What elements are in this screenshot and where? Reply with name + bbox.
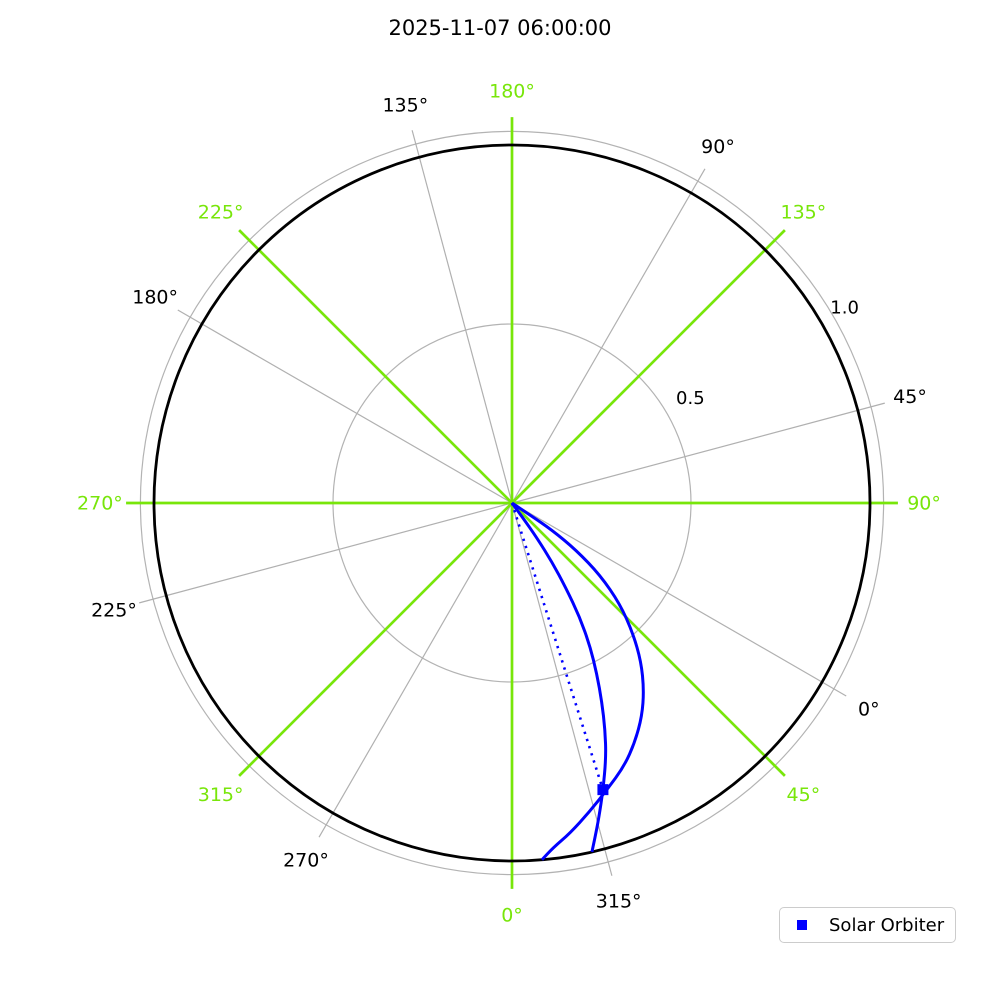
carrington-longitude-label: 270° — [283, 850, 329, 872]
earth-longitude-label: 0° — [501, 905, 523, 927]
carrington-longitude-spoke — [139, 502, 513, 604]
legend-square-marker-icon — [797, 920, 807, 930]
carrington-longitude-label: 225° — [91, 599, 137, 621]
carrington-longitude-spoke — [511, 502, 847, 697]
earth-longitude-label: 180° — [489, 81, 535, 103]
plot-title: 2025-11-07 06:00:00 — [388, 16, 612, 40]
earth-longitude-spoke — [511, 502, 786, 777]
carrington-longitude-spoke — [177, 309, 513, 504]
orbit-circle-1au — [152, 143, 872, 863]
earth-longitude-label: 315° — [198, 784, 244, 806]
earth-longitude-label: 270° — [77, 493, 123, 515]
earth-longitude-label: 45° — [787, 784, 821, 806]
r-tick-label: 1.0 — [830, 297, 859, 318]
carrington-longitude-spoke — [511, 168, 706, 504]
parker-spiral-curve — [511, 501, 645, 861]
carrington-longitude-label: 315° — [596, 891, 642, 913]
carrington-longitude-label: 180° — [132, 287, 178, 309]
parker-spiral-curve — [510, 502, 608, 853]
carrington-longitude-label: 135° — [382, 95, 428, 117]
earth-longitude-label: 90° — [907, 493, 941, 515]
earth-longitude-label: 225° — [198, 201, 244, 223]
sun-spacecraft-dotted-line — [510, 502, 605, 791]
carrington-longitude-label: 0° — [858, 699, 880, 721]
earth-longitude-label: 135° — [780, 201, 826, 223]
carrington-longitude-spoke — [511, 402, 885, 504]
earth-longitude-spoke — [238, 502, 513, 777]
carrington-longitude-spoke — [511, 502, 613, 876]
earth-longitude-spoke — [511, 229, 786, 504]
legend-label: Solar Orbiter — [829, 914, 945, 936]
carrington-longitude-spoke — [411, 130, 513, 504]
carrington-longitude-label: 90° — [701, 136, 735, 158]
carrington-longitude-spoke — [318, 502, 513, 838]
carrington-longitude-label: 45° — [893, 386, 927, 408]
legend: Solar Orbiter — [779, 907, 956, 943]
earth-longitude-spoke — [238, 229, 513, 504]
r-tick-label: 0.5 — [676, 388, 705, 409]
